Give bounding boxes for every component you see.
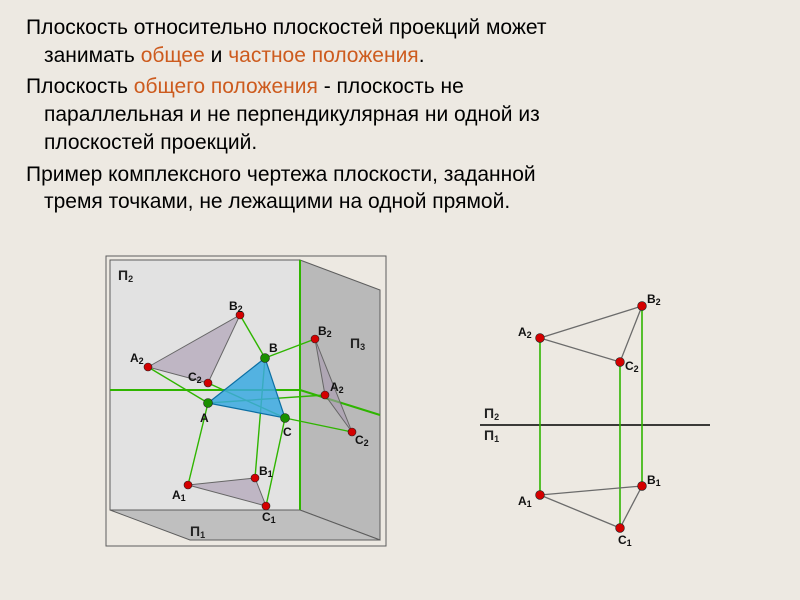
svg-text:C2: C2 — [625, 359, 639, 374]
l2a-pre: Плоскость — [26, 75, 134, 98]
svg-text:C: C — [283, 425, 292, 439]
svg-text:A: A — [200, 411, 209, 425]
svg-text:П1: П1 — [484, 427, 499, 444]
svg-text:B: B — [269, 341, 278, 355]
svg-text:C1: C1 — [618, 533, 632, 548]
hl-частное: частное положения — [228, 44, 418, 67]
diagram-area: ABCA2B2C2B2A2C2A1B1C1П2П3П1П2П1A2B2C2A1B… — [90, 240, 710, 590]
text-block: Плоскость относительно плоскостей проекц… — [26, 14, 774, 216]
svg-text:B1: B1 — [647, 473, 661, 488]
l2b: параллельная и не перпендикулярная ни од… — [26, 103, 540, 126]
l3a: Пример комплексного чертежа плоскости, з… — [26, 163, 536, 186]
l1b-mid: и — [205, 44, 228, 67]
hl-общее: общее — [141, 44, 205, 67]
svg-text:A2: A2 — [518, 325, 532, 340]
svg-text:B2: B2 — [647, 292, 661, 307]
l1b-post: . — [419, 44, 425, 67]
projection-diagram: ABCA2B2C2B2A2C2A1B1C1П2П3П1П2П1A2B2C2A1B… — [90, 240, 710, 590]
l3b: тремя точками, не лежащими на одной прям… — [26, 190, 510, 213]
l2a-post: - плоскость не — [318, 75, 464, 98]
l2c: плоскостей проекций. — [26, 131, 257, 154]
line1a: Плоскость относительно плоскостей проекц… — [26, 16, 547, 39]
svg-text:A1: A1 — [518, 494, 532, 509]
hl-общего-положения: общего положения — [134, 75, 318, 98]
l1b-pre: занимать — [44, 44, 141, 67]
svg-text:П2: П2 — [484, 405, 499, 422]
